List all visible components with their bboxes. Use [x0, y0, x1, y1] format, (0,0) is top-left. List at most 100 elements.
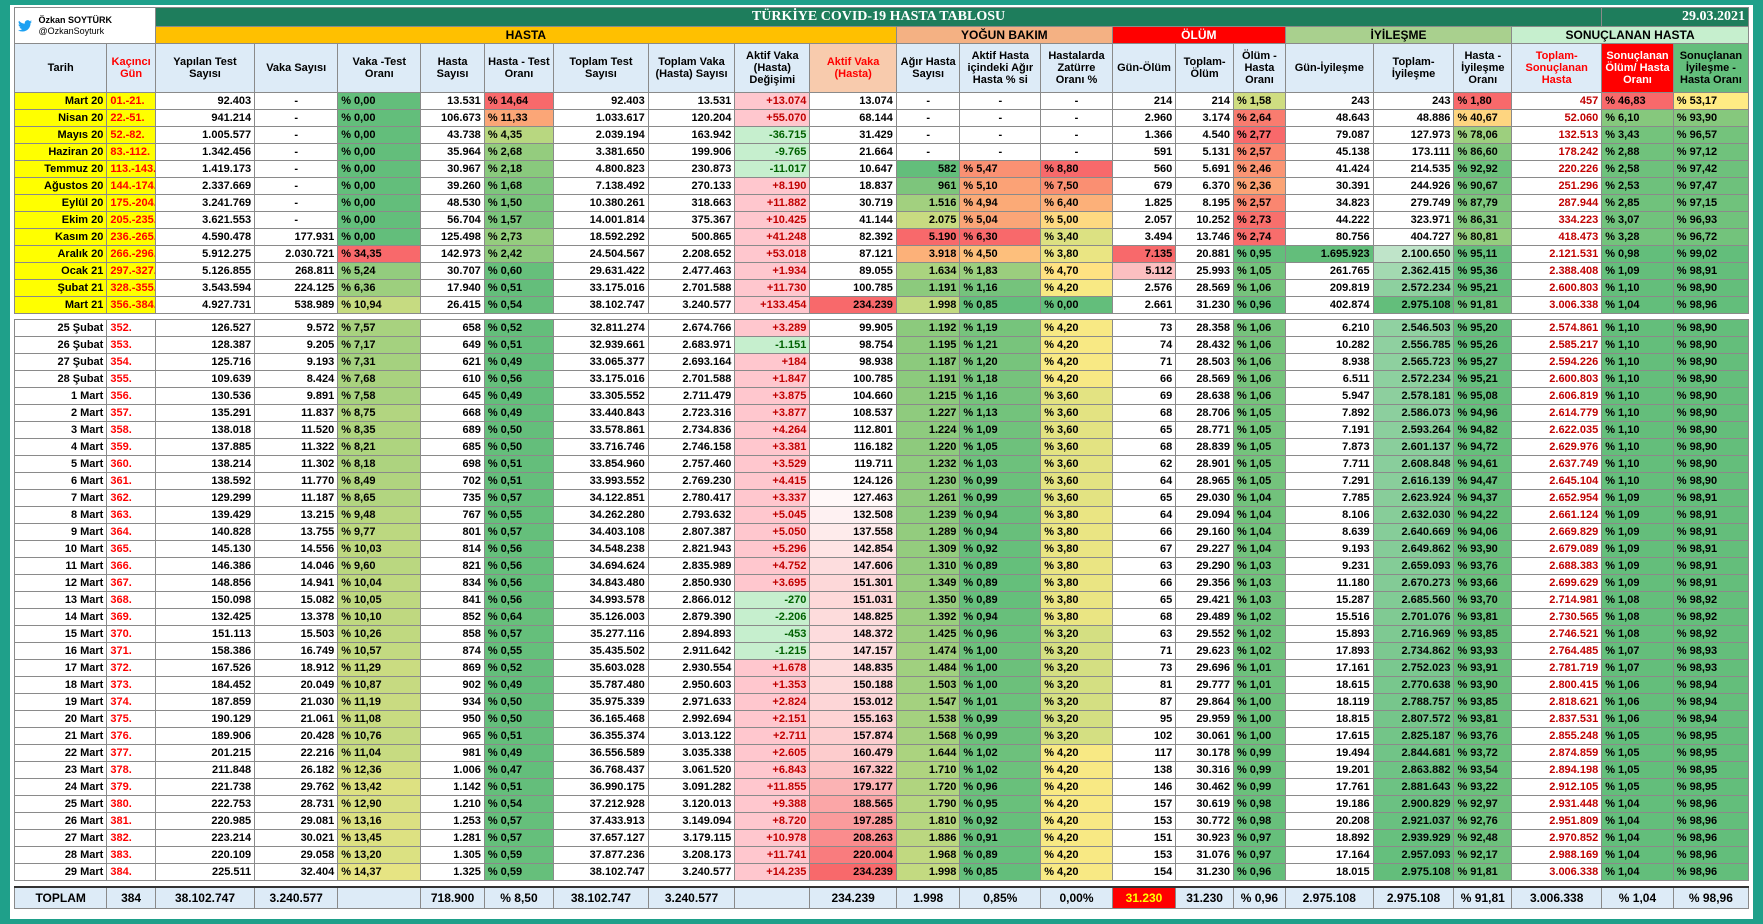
table-cell: 68 — [1111, 404, 1177, 422]
table-cell: 137.885 — [154, 438, 256, 456]
table-cell: 13.215 — [254, 506, 339, 524]
table-cell: 138.592 — [154, 472, 256, 490]
table-cell: 64 — [1111, 506, 1177, 524]
table-cell: 2.565.723 — [1372, 353, 1455, 371]
table-cell: % 4,20 — [1040, 744, 1113, 762]
table-cell: 43.738 — [420, 126, 485, 144]
table-cell: % 1,03 — [959, 455, 1042, 473]
total-cell: % 1,04 — [1601, 886, 1674, 909]
column-header: Tarih — [13, 43, 108, 93]
table-cell: 1.968 — [895, 846, 961, 864]
table-cell: % 1,00 — [1232, 727, 1286, 745]
table-cell: 2.614.779 — [1511, 404, 1603, 422]
table-row: Haziran 20 83.-112. 1.342.456-% 0,00 35.964… — [13, 143, 1750, 161]
table-cell: 3.061.520 — [647, 761, 736, 779]
table-cell: 30.923 — [1175, 829, 1234, 847]
table-cell: % 8,75 — [337, 404, 422, 422]
table-cell: +3.877 — [734, 404, 811, 422]
table-cell: % 1,05 — [1232, 438, 1286, 456]
table-cell: 14.001.814 — [553, 211, 649, 229]
table-cell: 32.404 — [254, 863, 339, 881]
table-cell: 3.179.115 — [647, 829, 736, 847]
table-cell: 591 — [1111, 143, 1177, 161]
table-cell: % 1,10 — [1601, 279, 1674, 297]
table-cell: 2.714.981 — [1511, 591, 1603, 609]
table-cell: 28 Mart — [13, 846, 108, 864]
table-cell: % 93,66 — [1453, 574, 1513, 592]
table-cell: 14 Mart — [13, 608, 108, 626]
table-cell: 29.777 — [1175, 676, 1234, 694]
table-cell: 2.674.766 — [647, 319, 736, 337]
table-cell: 5.112 — [1111, 262, 1177, 280]
table-cell: 68 — [1111, 438, 1177, 456]
table-cell: % 0,55 — [483, 642, 555, 660]
table-cell: 01.-21. — [106, 92, 156, 110]
table-row: 7 Mart 362. 129.299 11.187% 8,65 735% 0,57 34… — [13, 489, 1750, 507]
table-cell: 30.967 — [420, 160, 485, 178]
handle: @OzkanSoyturk — [38, 25, 105, 36]
table-cell: % 1,04 — [1232, 506, 1286, 524]
table-cell: 132.513 — [1511, 126, 1603, 144]
table-cell: % 9,60 — [337, 557, 422, 575]
table-cell: % 6,40 — [1040, 194, 1113, 212]
table-cell: 2.572.234 — [1372, 370, 1455, 388]
table-cell: 189.906 — [154, 727, 256, 745]
table-cell: +9.388 — [734, 795, 811, 813]
table-row: Ekim 20 205.-235. 3.621.553-% 0,00 56.704% … — [13, 211, 1750, 229]
covid-table: Özkan SOYTÜRK @OzkanSoyturk TÜRKİYE COVID… — [13, 7, 1750, 909]
table-cell: 25.993 — [1175, 262, 1234, 280]
table-cell: 214 — [1175, 92, 1234, 110]
table-cell: 852 — [420, 608, 485, 626]
column-header: Hasta Sayısı — [420, 43, 485, 93]
table-cell: % 1,09 — [959, 421, 1042, 439]
table-cell: % 2,57 — [1232, 143, 1286, 161]
table-cell: 32.811.274 — [553, 319, 649, 337]
table-cell: % 0,00 — [337, 228, 422, 246]
total-cell: 0,00% — [1040, 886, 1113, 909]
table-cell: % 0,49 — [483, 404, 555, 422]
table-cell: 29.623 — [1175, 642, 1234, 660]
column-header: Aktif Vaka (Hasta) Değişimi — [734, 43, 811, 93]
table-cell: % 0,51 — [483, 336, 555, 354]
table-cell: 89.055 — [809, 262, 897, 280]
table-cell: % 1,06 — [1232, 387, 1286, 405]
table-cell: - — [1040, 92, 1113, 110]
column-header: Toplam-İyileşme — [1372, 43, 1455, 93]
table-cell: 9.231 — [1284, 557, 1374, 575]
table-cell: % 94,61 — [1453, 455, 1513, 473]
table-cell: % 1,10 — [1601, 370, 1674, 388]
table-cell: % 98,91 — [1672, 506, 1750, 524]
table-cell: 36.990.175 — [553, 778, 649, 796]
table-cell: - — [959, 126, 1042, 144]
table-cell: +3.289 — [734, 319, 811, 337]
table-cell: 22.-51. — [106, 109, 156, 127]
table-cell: % 0,99 — [959, 710, 1042, 728]
table-cell: 106.673 — [420, 109, 485, 127]
table-cell: 2.593.264 — [1372, 421, 1455, 439]
table-cell: % 1,02 — [1232, 608, 1286, 626]
table-cell: 208.263 — [809, 829, 897, 847]
table-cell: 902 — [420, 676, 485, 694]
table-cell: % 2,53 — [1601, 177, 1674, 195]
table-cell: 113.-143. — [106, 160, 156, 178]
table-cell: % 3,60 — [1040, 404, 1113, 422]
table-cell: 71 — [1111, 353, 1177, 371]
table-cell: +5.050 — [734, 523, 811, 541]
table-cell: % 0,56 — [483, 574, 555, 592]
table-cell: % 2,46 — [1232, 160, 1286, 178]
table-cell: 1.634 — [895, 262, 961, 280]
table-cell: 33.854.960 — [553, 455, 649, 473]
table-cell: 1.142 — [420, 778, 485, 796]
table-cell: +10.425 — [734, 211, 811, 229]
table-cell: 184.452 — [154, 676, 256, 694]
table-cell: 359. — [106, 438, 156, 456]
table-cell: % 0,59 — [483, 863, 555, 881]
table-cell: 173.111 — [1372, 143, 1455, 161]
table-cell: 2.881.643 — [1372, 778, 1455, 796]
table-cell: % 4,20 — [1040, 829, 1113, 847]
table-cell: 30.061 — [1175, 727, 1234, 745]
table-cell: % 9,48 — [337, 506, 422, 524]
table-cell: 24.504.567 — [553, 245, 649, 263]
table-cell: % 0,94 — [959, 523, 1042, 541]
table-cell: 2.608.848 — [1372, 455, 1455, 473]
